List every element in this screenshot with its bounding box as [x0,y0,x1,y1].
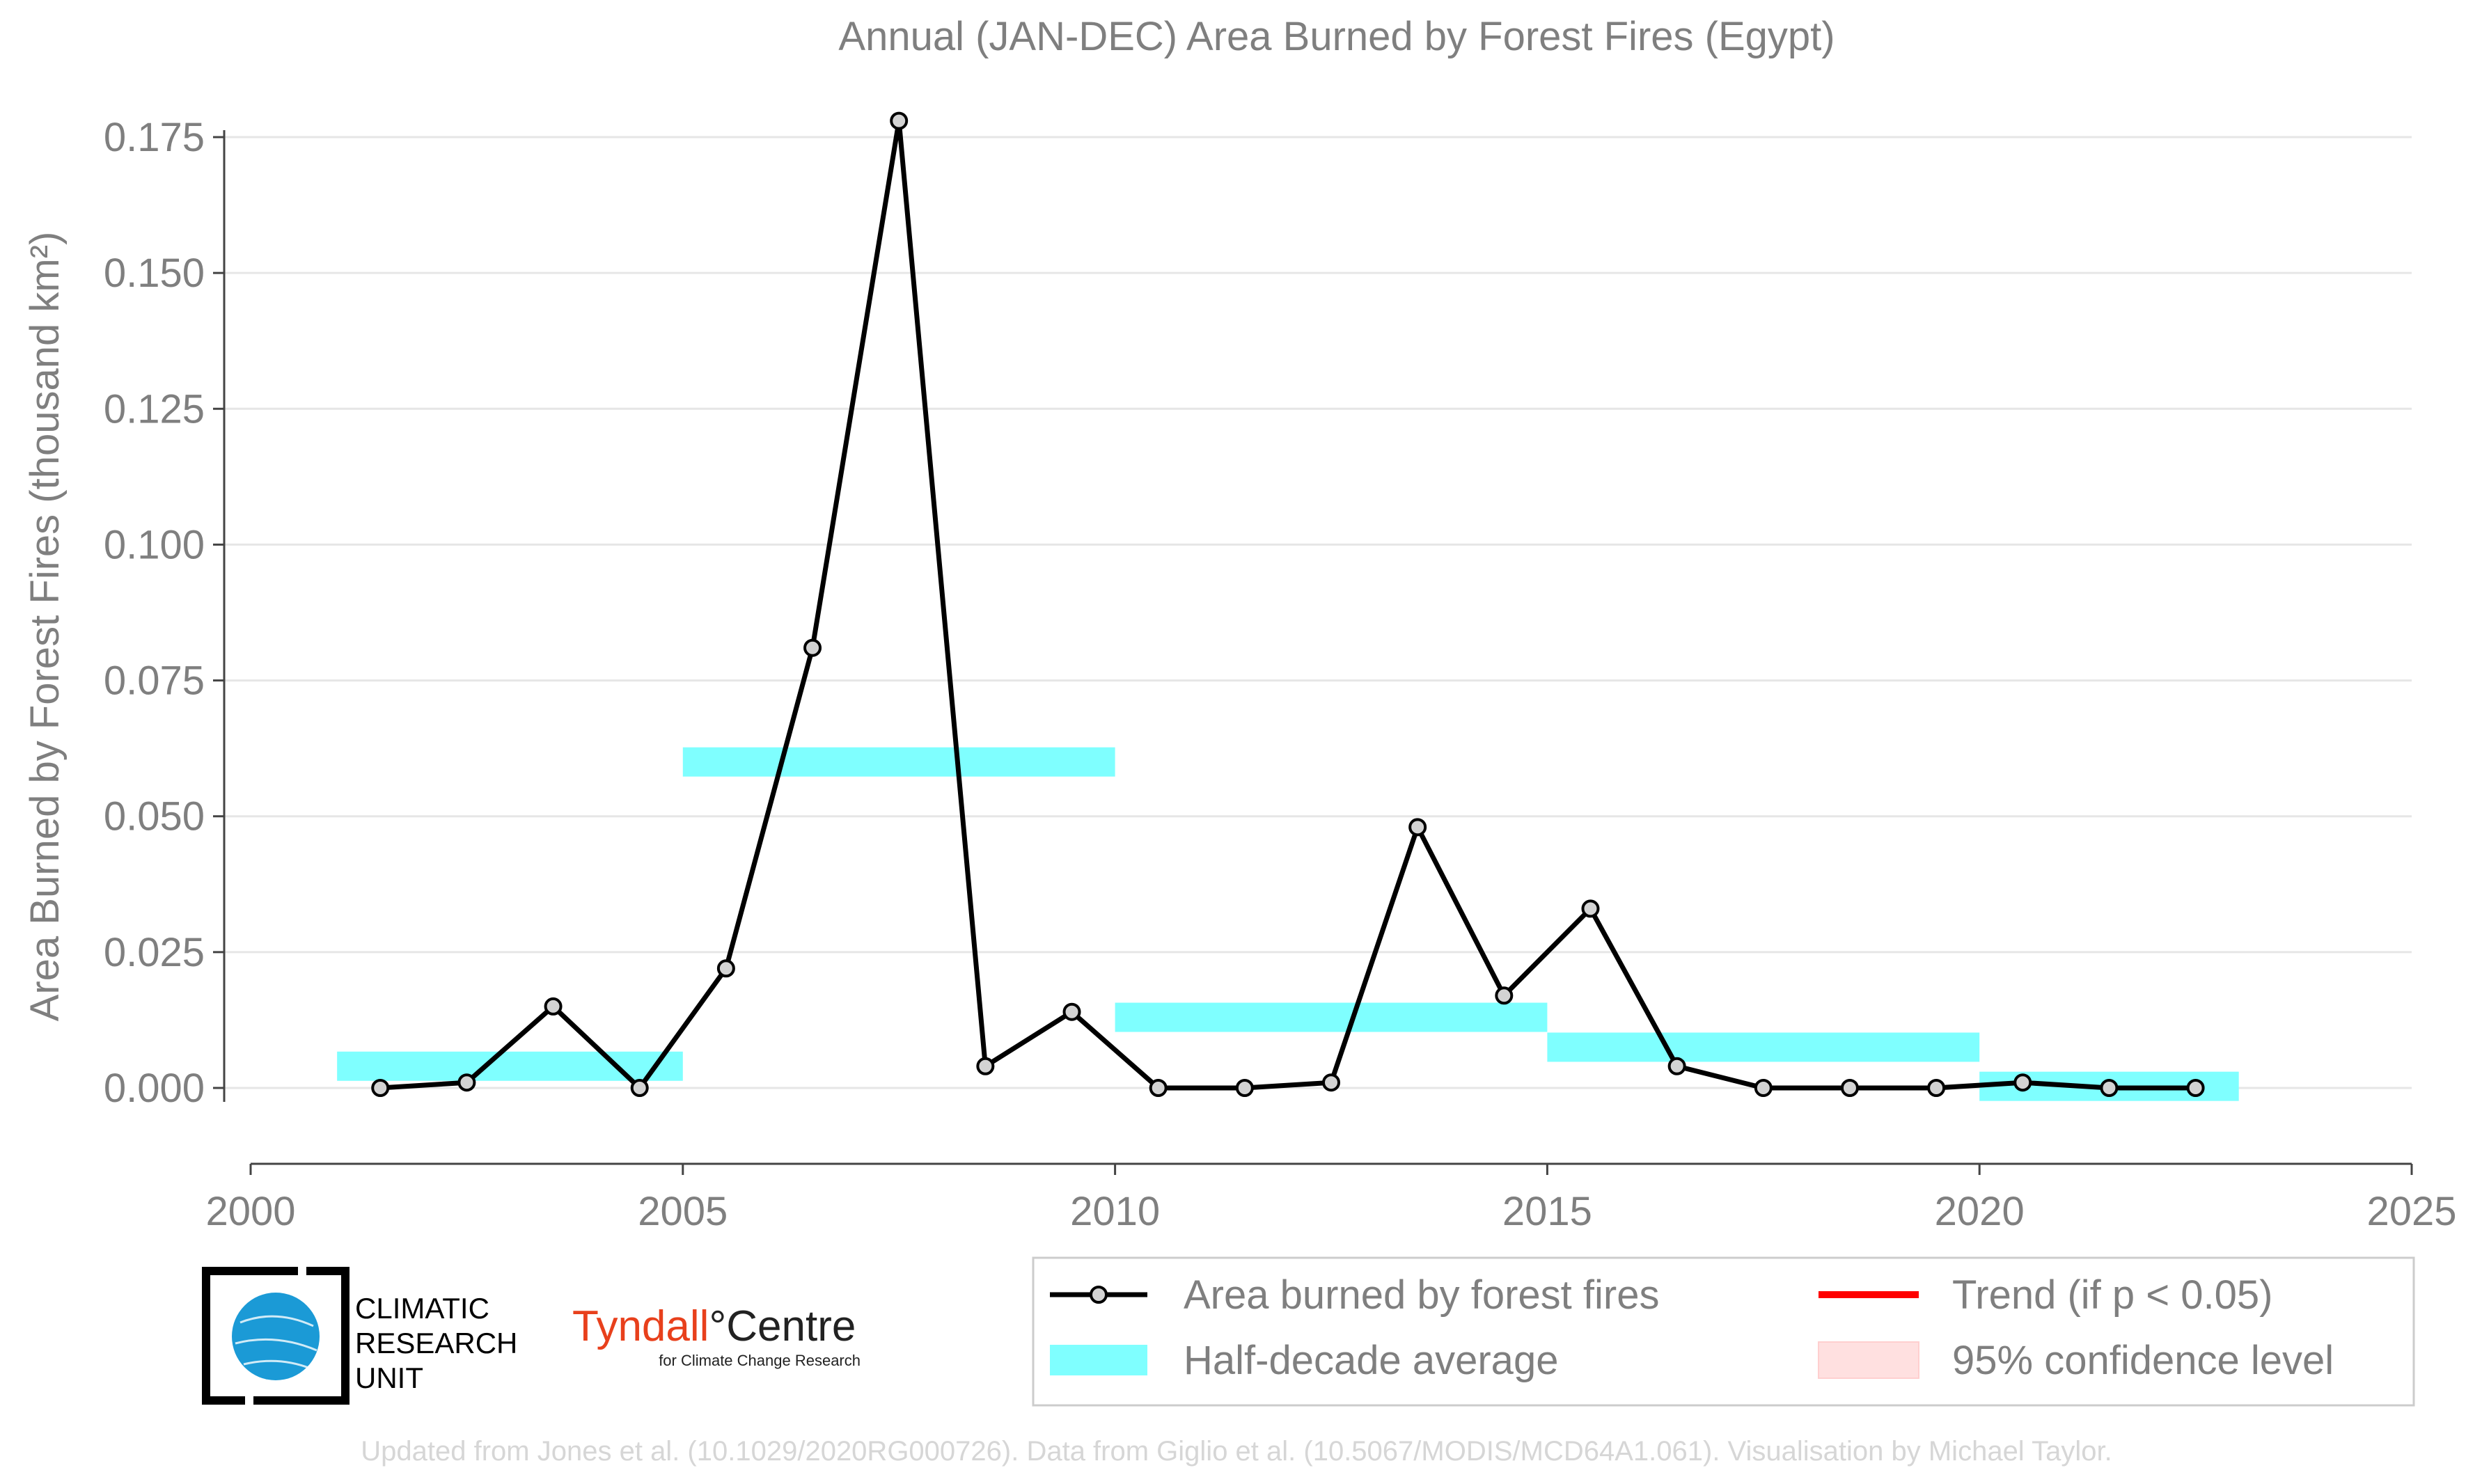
series-area-burned [371,111,2205,1097]
legend-box [1032,1256,2415,1407]
tyndall-centre: Centre [726,1302,856,1350]
data-point [1495,986,1514,1005]
y-tick-label: 0.050 [104,794,205,839]
half-decade-bar [682,747,1115,777]
data-point [1840,1079,1859,1097]
legend-label-half-decade: Half-decade average [1184,1338,1558,1383]
y-tick-label: 0.125 [104,386,205,432]
cru-line-2: RESEARCH [355,1327,517,1359]
half-decade-bar [1115,1002,1548,1032]
data-point [1062,1002,1081,1021]
data-point [976,1057,995,1075]
chart-title: Annual (JAN-DEC) Area Burned by Forest F… [838,14,1835,59]
data-point [2100,1079,2119,1097]
x-tick-label: 2025 [2366,1189,2456,1234]
y-tick-label: 0.100 [104,522,205,567]
legend-entry-trend: Trend (if p < 0.05) [1819,1272,2272,1318]
data-point [1581,899,1600,918]
data-point [1408,818,1427,837]
gridlines [224,136,2412,1089]
svg-text:Tyndall°Centre: Tyndall°Centre [572,1302,856,1350]
legend-label-confidence: 95% confidence level [1952,1338,2334,1383]
data-point [1149,1079,1168,1097]
data-point [544,997,563,1016]
data-point [1235,1079,1254,1097]
legend-marker [1090,1286,1108,1304]
series-line [380,118,2196,1091]
tyndall-logo: Tyndall°Centre for Climate Change Resear… [572,1302,861,1369]
data-point [803,638,822,657]
footer-credit: Updated from Jones et al. (10.1029/2020R… [361,1436,2112,1467]
data-point [1927,1079,1946,1097]
half-decade-bar [1547,1032,1980,1062]
data-point [1322,1073,1340,1092]
x-tick-label: 2020 [1935,1189,2025,1234]
legend: Area burned by forest fires Trend (if p … [1032,1256,2415,1407]
data-point [630,1079,649,1097]
x-tick-labels: 2000 2005 2010 2015 2020 2025 [205,1189,2456,1234]
legend-entry-half-decade: Half-decade average [1050,1338,1558,1383]
tyndall-name: Tyndall [572,1302,709,1350]
tyndall-degree: ° [709,1302,726,1350]
globe-icon [232,1293,320,1380]
cru-line-1: CLIMATIC [355,1292,489,1325]
data-point [2013,1073,2032,1092]
data-point [890,111,909,130]
tyndall-sub: for Climate Change Research [659,1352,861,1369]
data-point [2186,1079,2205,1097]
x-tick-label: 2010 [1070,1189,1160,1234]
data-point [1754,1079,1773,1097]
y-tick-labels: 0.000 0.025 0.050 0.075 0.100 0.125 0.150 0.175 [104,115,205,1111]
y-tick-label: 0.025 [104,930,205,975]
cru-line-3: UNIT [355,1361,423,1394]
y-tick-label: 0.075 [104,658,205,704]
data-point [716,959,735,978]
x-tick-label: 2000 [205,1189,295,1234]
x-tick-label: 2005 [638,1189,728,1234]
legend-entry-series: Area burned by forest fires [1050,1272,1659,1318]
cru-logo: CLIMATIC RESEARCH UNIT [202,1267,517,1405]
y-axis-label: Area Burned by Forest Fires (thousand km… [22,232,68,1022]
data-point [457,1073,476,1092]
legend-label-series: Area burned by forest fires [1184,1272,1659,1318]
x-tick-label: 2015 [1502,1189,1592,1234]
y-tick-label: 0.150 [104,251,205,296]
y-tick-label: 0.000 [104,1066,205,1111]
y-tick-label: 0.175 [104,115,205,160]
half-decade-bar [337,1051,683,1081]
data-point [1667,1057,1686,1075]
axes [213,130,2413,1175]
legend-label-trend: Trend (if p < 0.05) [1952,1272,2272,1318]
data-point [371,1079,390,1097]
legend-entry-confidence: 95% confidence level [1818,1338,2334,1383]
